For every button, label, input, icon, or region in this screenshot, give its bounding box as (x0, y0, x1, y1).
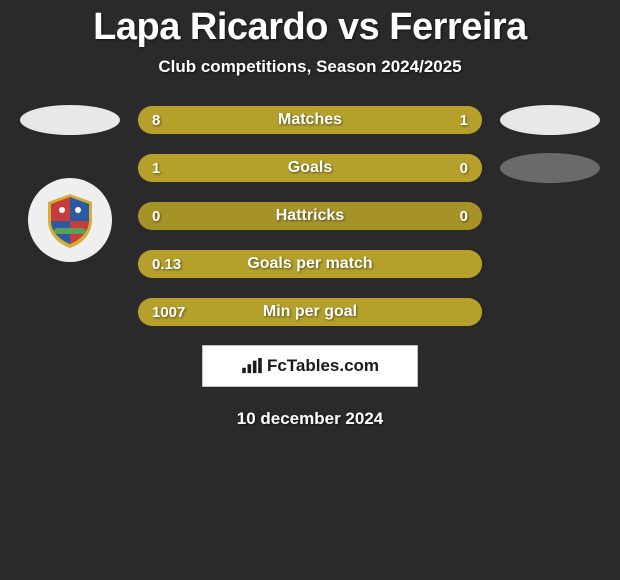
shield-icon (40, 190, 100, 250)
page-date: 10 december 2024 (0, 409, 620, 429)
player1-oval (20, 105, 120, 135)
page-title: Lapa Ricardo vs Ferreira (0, 0, 620, 49)
bar-left-fill (138, 250, 482, 278)
bar-left-fill (138, 298, 482, 326)
bar-right-fill (444, 106, 482, 134)
stat-row: 8 Matches 1 (0, 105, 620, 135)
stat-value-right: 0 (460, 208, 468, 225)
stat-bar: 1007 Min per goal (138, 298, 482, 326)
bar-left-fill (138, 106, 444, 134)
stat-row: 1 Goals 0 (0, 153, 620, 183)
bar-left-fill (138, 154, 482, 182)
player2-oval (500, 153, 600, 183)
brand-label: FcTables.com (267, 356, 379, 376)
stat-bar: 0.13 Goals per match (138, 250, 482, 278)
stat-value-left: 0 (152, 208, 160, 225)
brand-box[interactable]: FcTables.com (202, 345, 418, 387)
stat-bar: 0 Hattricks 0 (138, 202, 482, 230)
club-badge (28, 178, 112, 262)
page-subtitle: Club competitions, Season 2024/2025 (0, 57, 620, 77)
stat-bar: 8 Matches 1 (138, 106, 482, 134)
bar-chart-icon (241, 358, 263, 374)
stat-label: Hattricks (138, 207, 482, 225)
player2-oval (500, 105, 600, 135)
stat-row: 1007 Min per goal (0, 297, 620, 327)
stat-bar: 1 Goals 0 (138, 154, 482, 182)
